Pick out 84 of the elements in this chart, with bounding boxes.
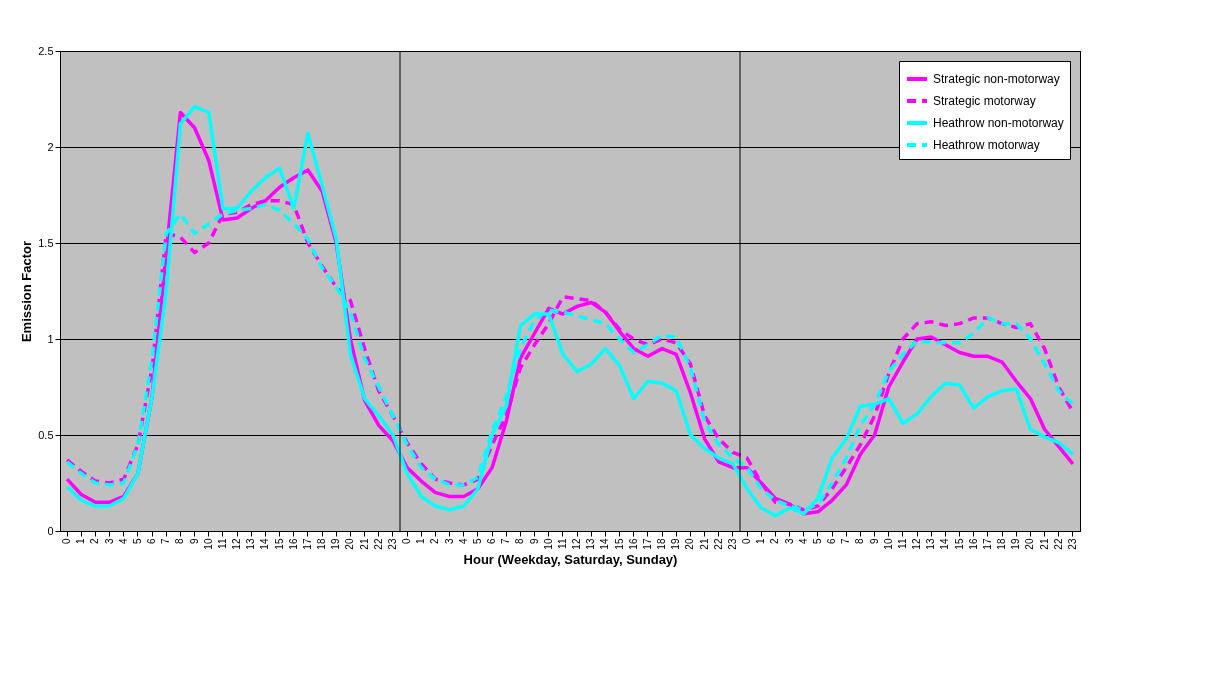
x-tick-label: 4 <box>117 538 129 545</box>
x-tick-label: 18 <box>996 538 1008 550</box>
x-tick-label: 7 <box>500 538 512 545</box>
x-tick-label: 4 <box>457 538 469 545</box>
x-tick-label: 13 <box>245 538 257 550</box>
x-axis-title: Hour (Weekday, Saturday, Sunday) <box>463 551 678 567</box>
x-tick-label: 17 <box>641 538 653 550</box>
x-tick-label: 19 <box>330 538 342 550</box>
x-tick-label: 15 <box>953 538 965 550</box>
y-tick-label: 2.5 <box>38 44 54 57</box>
x-tick-label: 23 <box>1066 538 1078 550</box>
x-tick-label: 13 <box>925 538 937 550</box>
x-tick-label: 10 <box>882 538 894 550</box>
x-tick-label: 19 <box>670 538 682 550</box>
legend-label: Heathrow non-motorway <box>933 116 1064 130</box>
x-tick-label: 9 <box>528 538 540 545</box>
x-tick-label: 6 <box>826 538 838 545</box>
x-tick-label: 17 <box>301 538 313 550</box>
x-tick-label: 17 <box>981 538 993 550</box>
x-tick-label: 16 <box>287 538 299 550</box>
legend-label: Heathrow motorway <box>933 138 1040 152</box>
legend-label: Strategic motorway <box>933 94 1036 108</box>
y-axis-title: Emission Factor <box>19 240 35 343</box>
x-tick-label: 11 <box>896 538 908 549</box>
legend-label: Strategic non-motorway <box>933 72 1060 86</box>
x-tick-label: 12 <box>231 538 243 550</box>
x-tick-label: 14 <box>259 538 271 550</box>
x-tick-label: 22 <box>1052 538 1064 550</box>
x-tick-label: 20 <box>684 538 696 550</box>
x-tick-label: 12 <box>571 538 583 550</box>
x-tick-label: 5 <box>471 538 483 545</box>
x-tick-label: 21 <box>698 538 710 550</box>
x-tick-label: 16 <box>627 538 639 550</box>
x-tick-label: 16 <box>967 538 979 550</box>
x-tick-label: 13 <box>585 538 597 550</box>
x-tick-label: 3 <box>443 538 455 545</box>
y-tick-label: 1.5 <box>38 236 54 249</box>
x-tick-label: 15 <box>273 538 285 550</box>
x-tick-label: 2 <box>89 538 101 545</box>
x-tick-label: 10 <box>542 538 554 550</box>
x-tick-label: 23 <box>726 538 738 550</box>
x-tick-label: 7 <box>840 538 852 545</box>
x-tick-label: 1 <box>75 538 87 545</box>
x-tick-label: 14 <box>599 538 611 550</box>
x-tick-label: 18 <box>656 538 668 550</box>
x-tick-label: 0 <box>401 538 413 545</box>
x-tick-label: 3 <box>783 538 795 545</box>
x-tick-label: 22 <box>712 538 724 550</box>
y-tick-label: 2 <box>47 140 54 153</box>
x-tick-label: 8 <box>854 538 866 545</box>
x-tick-label: 23 <box>386 538 398 550</box>
x-tick-label: 2 <box>769 538 781 545</box>
x-tick-label: 11 <box>216 538 228 549</box>
x-tick-label: 22 <box>372 538 384 550</box>
x-tick-label: 10 <box>202 538 214 550</box>
x-tick-label: 1 <box>755 538 767 545</box>
x-tick-label: 1 <box>415 538 427 545</box>
y-tick-label: 1 <box>47 332 54 345</box>
x-tick-label: 6 <box>486 538 498 545</box>
x-tick-label: 0 <box>741 538 753 545</box>
x-tick-label: 20 <box>1024 538 1036 550</box>
x-tick-label: 4 <box>797 538 809 545</box>
y-tick-label: 0.5 <box>38 428 54 441</box>
x-tick-label: 12 <box>911 538 923 550</box>
x-tick-label: 19 <box>1010 538 1022 550</box>
x-tick-label: 21 <box>358 538 370 550</box>
x-tick-label: 7 <box>160 538 172 545</box>
x-tick-label: 9 <box>188 538 200 545</box>
x-tick-label: 8 <box>174 538 186 545</box>
x-tick-label: 15 <box>613 538 625 550</box>
x-tick-label: 18 <box>316 538 328 550</box>
y-tick-label: 0 <box>47 524 54 537</box>
x-tick-label: 8 <box>514 538 526 545</box>
x-tick-label: 3 <box>103 538 115 545</box>
x-tick-label: 2 <box>429 538 441 545</box>
x-tick-label: 21 <box>1038 538 1050 550</box>
x-tick-label: 11 <box>556 538 568 549</box>
x-tick-label: 5 <box>131 538 143 545</box>
x-tick-label: 9 <box>868 538 880 545</box>
x-tick-label: 0 <box>61 538 73 545</box>
x-tick-label: 5 <box>811 538 823 545</box>
x-tick-label: 20 <box>344 538 356 550</box>
x-tick-label: 14 <box>939 538 951 550</box>
x-tick-label: 6 <box>146 538 158 545</box>
